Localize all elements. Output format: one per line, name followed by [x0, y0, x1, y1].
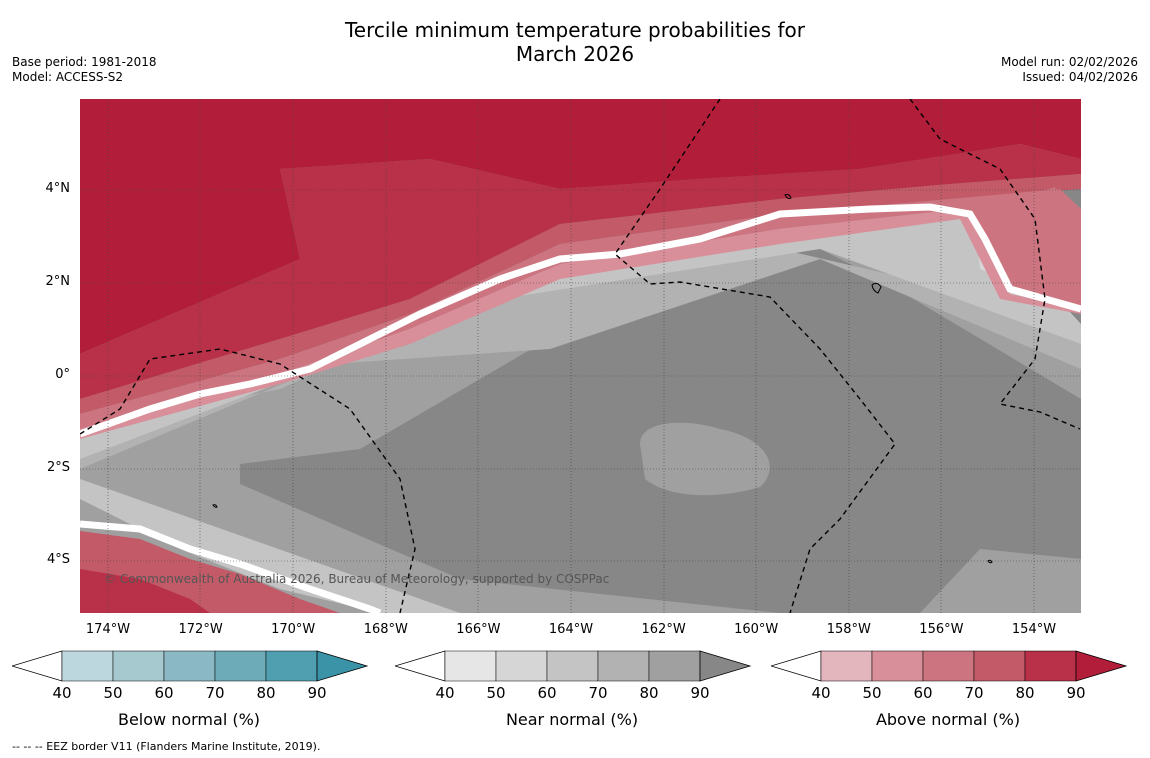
near-normal-80-blob: [640, 422, 770, 496]
above-normal-90-region: [80, 99, 1081, 354]
meta-right: Model run: 02/02/2026 Issued: 04/02/2026: [1001, 55, 1138, 85]
colorbar-title: Above normal (%): [875, 710, 1021, 729]
lon-tick-label: 154°W: [1011, 622, 1057, 637]
above-normal-east-region: [1015, 187, 1081, 304]
colorbar-title: Below normal (%): [117, 710, 261, 729]
colorbar-segment: [495, 650, 548, 682]
colorbar-segment: [922, 650, 975, 682]
colorbar-tick-label: 70: [964, 684, 984, 702]
white-boundary: [80, 203, 1081, 438]
lon-tick-label: 170°W: [271, 622, 316, 637]
above-normal-70-band: [80, 174, 1081, 414]
lat-tick-label: 0°: [55, 367, 70, 382]
colorbar-tick-label: 50: [862, 684, 882, 702]
title-line-2: March 2026: [515, 42, 635, 66]
colorbar-segment: [871, 650, 924, 682]
colorbar-2: [771, 650, 1128, 682]
colorbar-under-triangle: [12, 650, 63, 682]
colorbar-tick-label: 90: [690, 684, 710, 702]
lat-tick-label: 4°N: [45, 181, 71, 196]
colorbar-tick-label: 60: [154, 684, 174, 702]
colorbar-tick-label: 40: [811, 684, 831, 702]
colorbar-segment: [112, 650, 165, 682]
colorbar-over-triangle: [699, 650, 752, 682]
colorbar-segment: [973, 650, 1026, 682]
colorbar-tick-label: 40: [52, 684, 72, 702]
eez-borders: [80, 99, 1081, 613]
lon-tick-label: 164°W: [548, 622, 594, 637]
colorbar-1: [395, 650, 752, 682]
colorbar-0: [12, 650, 369, 682]
colorbar-tick-label: 50: [103, 684, 123, 702]
colorbar-tick-label: 80: [1015, 684, 1035, 702]
colorbar-segment: [444, 650, 497, 682]
lat-tick-label: 4°S: [46, 552, 70, 567]
lon-tick-label: 158°W: [826, 622, 871, 637]
near-normal-50-south: [80, 479, 460, 613]
colorbar-segment: [597, 650, 650, 682]
above-normal-80-band: [80, 144, 1081, 399]
lat-tick-label: 2°N: [45, 274, 71, 289]
lat-tick-label: 2°S: [46, 460, 70, 475]
colorbar-title: Near normal (%): [505, 710, 639, 729]
colorbar-segment: [214, 650, 267, 682]
colorbar-tick-label: 90: [1066, 684, 1086, 702]
grid-lines: [80, 99, 1081, 613]
colorbar-segment: [1024, 650, 1077, 682]
colorbar-segment: [820, 650, 873, 682]
title-line-1: Tercile minimum temperature probabilitie…: [344, 18, 806, 42]
issued-date: Issued: 04/02/2026: [1022, 70, 1138, 84]
colorbar-tick-label: 70: [205, 684, 225, 702]
colorbar-segment: [648, 650, 701, 682]
lon-tick-label: 156°W: [919, 622, 964, 637]
chart-title: Tercile minimum temperature probabilitie…: [0, 18, 1150, 66]
colorbar-segment: [546, 650, 599, 682]
colorbar-segment: [265, 650, 318, 682]
colorbar-over-triangle: [316, 650, 369, 682]
copyright-notice: © Commonwealth of Australia 2026, Bureau…: [104, 572, 610, 586]
colorbar-tick-label: 70: [588, 684, 608, 702]
colorbar-tick-label: 90: [307, 684, 327, 702]
model-run: Model run: 02/02/2026: [1000, 55, 1138, 69]
colorbar-under-triangle: [395, 650, 446, 682]
lon-tick-label: 162°W: [641, 622, 686, 637]
colorbar-under-triangle: [771, 650, 822, 682]
colorbar-tick-label: 60: [913, 684, 933, 702]
above-normal-south-core: [80, 569, 210, 613]
eez-footnote: -- -- -- EEZ border V11 (Flanders Marine…: [12, 740, 321, 753]
lon-tick-label: 168°W: [363, 622, 408, 637]
colorbar-tick-label: 80: [256, 684, 276, 702]
colorbar-over-triangle: [1075, 650, 1128, 682]
colorbar-tick-label: 80: [639, 684, 659, 702]
model-name: Model: ACCESS-S2: [12, 70, 124, 84]
lon-tick-label: 174°W: [85, 622, 131, 637]
lon-tick-label: 166°W: [456, 622, 501, 637]
islands: [212, 193, 993, 564]
colorbar-segment: [61, 650, 114, 682]
lon-tick-label: 160°W: [734, 622, 779, 637]
white-boundary-south: [80, 520, 382, 613]
colorbar-tick-label: 60: [537, 684, 557, 702]
colorbar-tick-label: 40: [435, 684, 455, 702]
colorbar-segment: [163, 650, 216, 682]
probability-map: [80, 99, 1081, 613]
lon-tick-label: 172°W: [178, 622, 223, 637]
colorbar-tick-label: 50: [486, 684, 506, 702]
above-normal-60-band: [80, 189, 1081, 429]
meta-left: Base period: 1981-2018 Model: ACCESS-S2: [12, 55, 157, 85]
base-period: Base period: 1981-2018: [12, 55, 157, 69]
near-normal-70-region: [80, 249, 1081, 469]
